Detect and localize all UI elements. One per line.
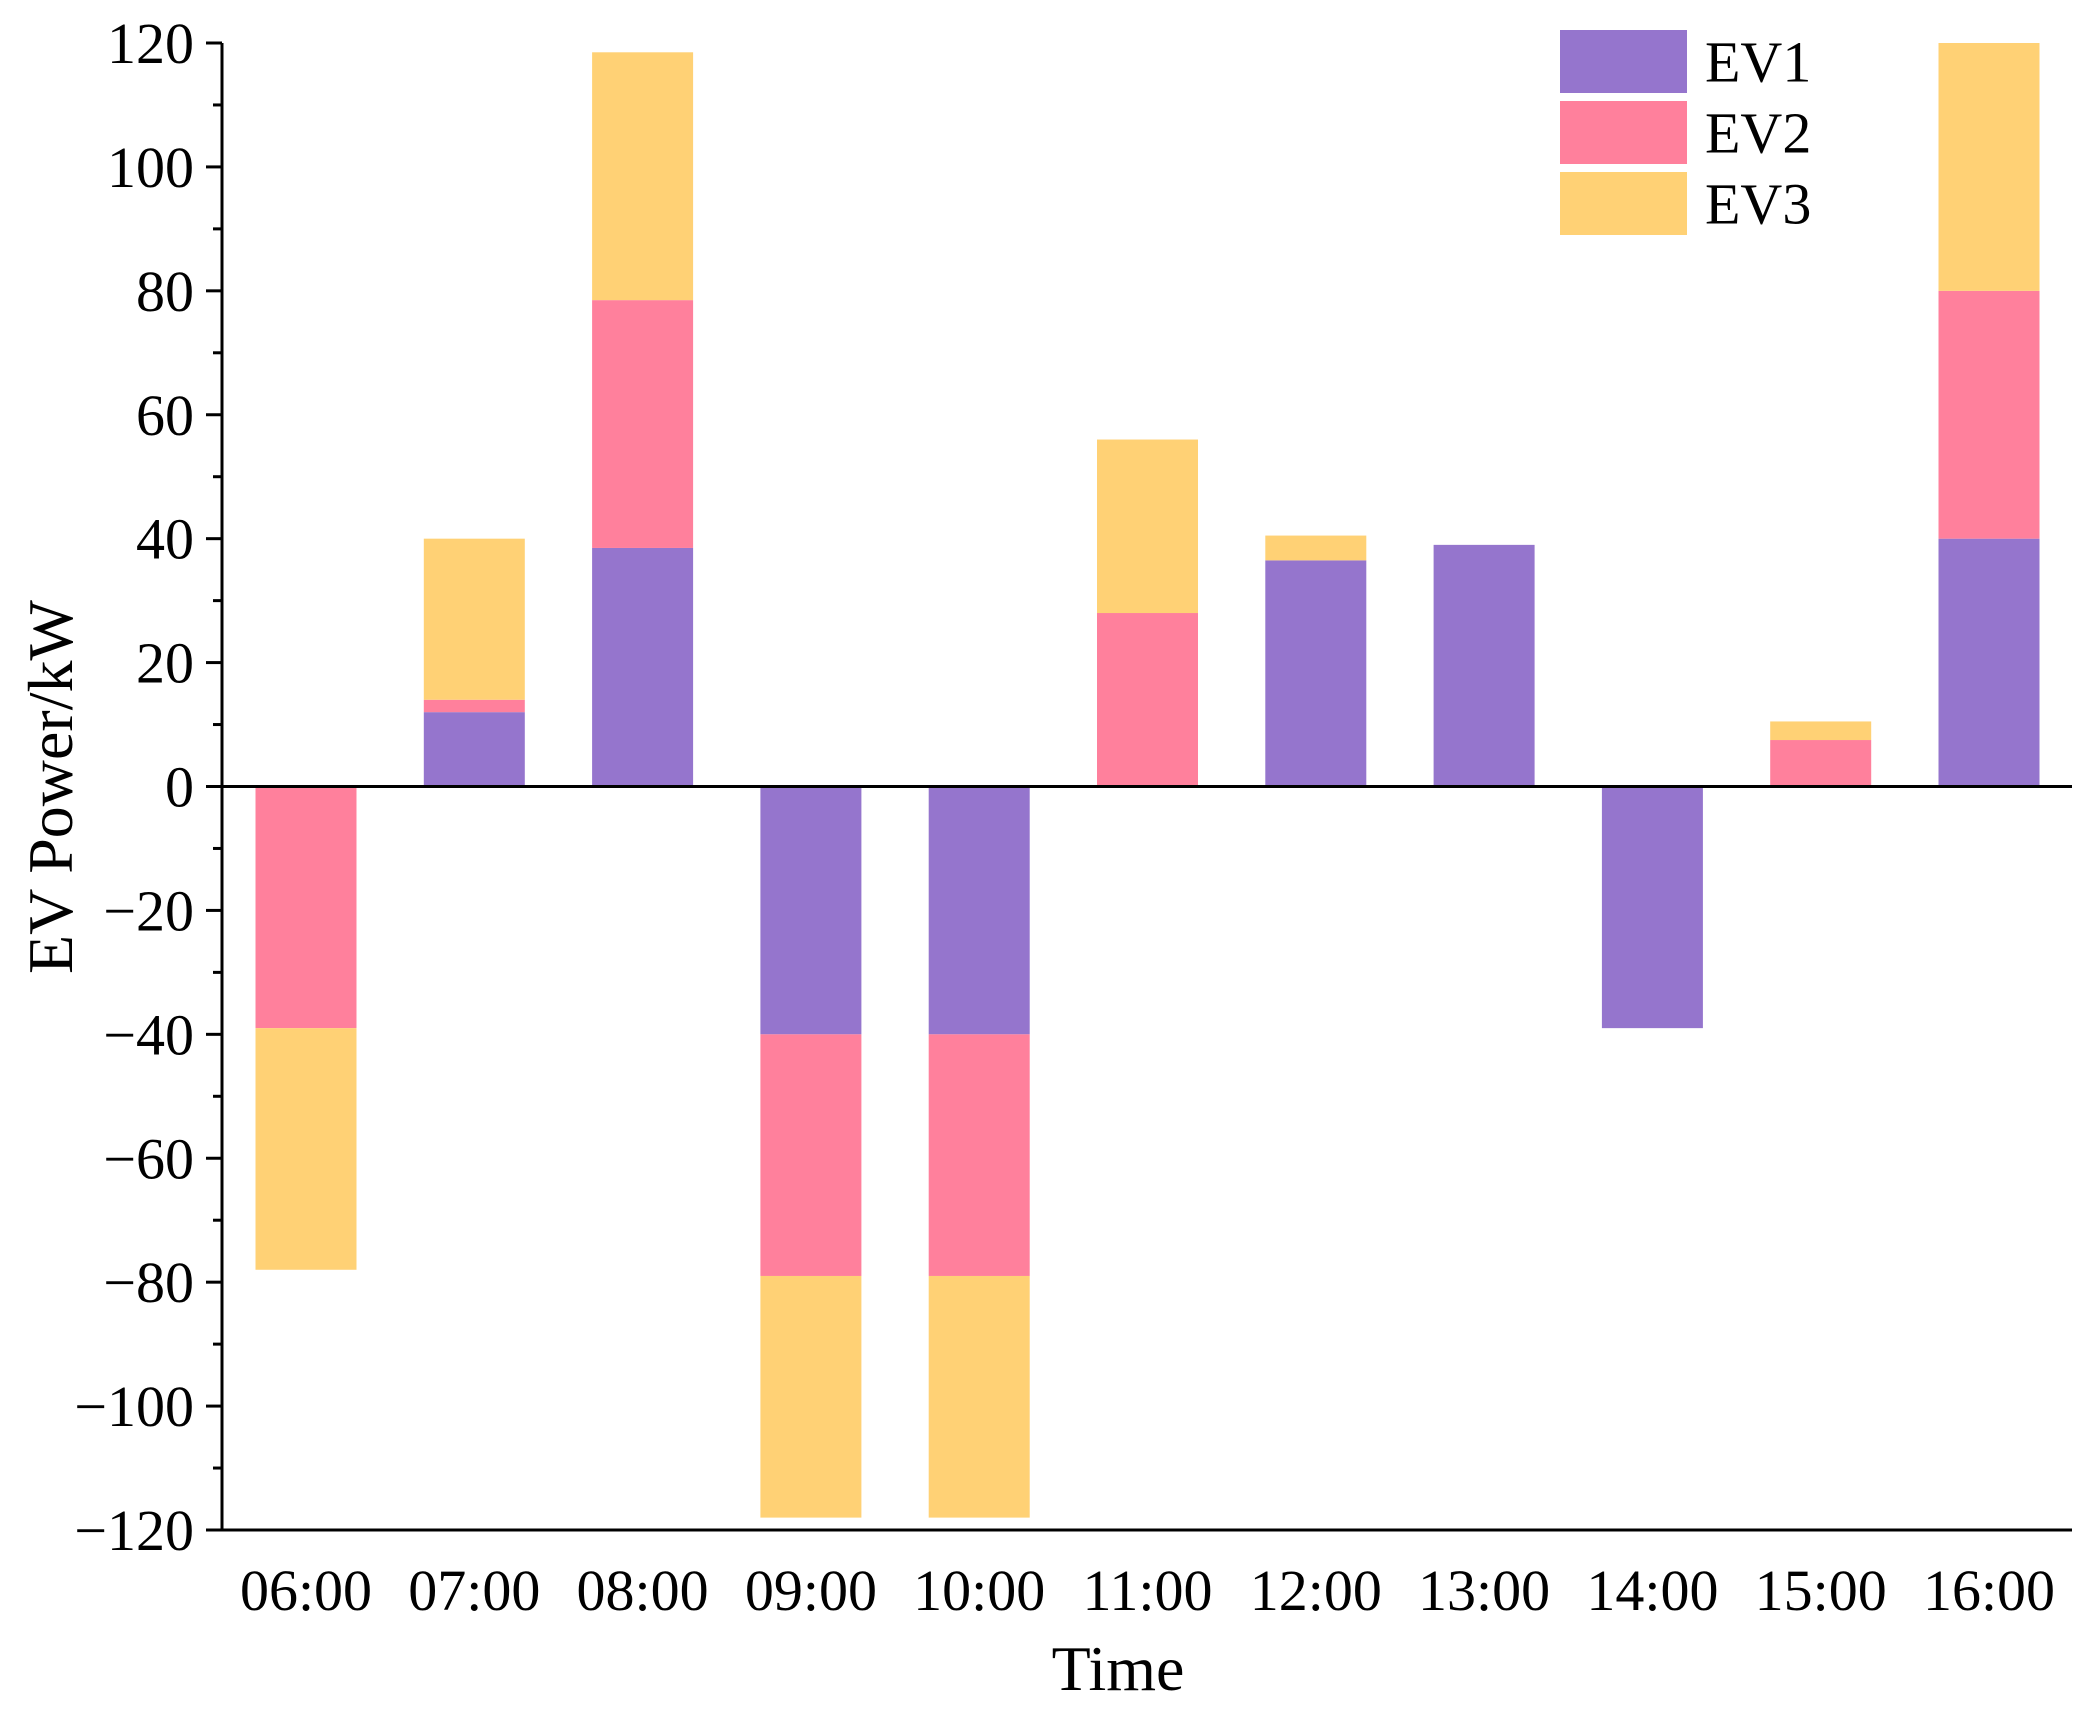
y-tick-label: 40 xyxy=(136,507,194,572)
legend-swatch-ev1 xyxy=(1560,30,1687,93)
y-tick-label: −20 xyxy=(103,878,194,943)
axes-layer: 120 100 80 60 40 20 0 −20 −40 −60 −80 −100 −120 06:00… xyxy=(74,11,2072,1623)
y-tick-label: −120 xyxy=(74,1498,194,1563)
x-tick-label: 15:00 xyxy=(1755,1558,1887,1623)
legend-label-ev2: EV2 xyxy=(1705,101,1811,166)
bar-ev1-0800 xyxy=(592,547,694,787)
bar-ev2-1600 xyxy=(1938,290,2040,539)
x-tick-label: 12:00 xyxy=(1250,1558,1382,1623)
x-tick-label: 11:00 xyxy=(1083,1558,1213,1623)
bar-ev3-1200 xyxy=(1265,535,1367,561)
x-tick-label: 10:00 xyxy=(913,1558,1045,1623)
bar-ev3-1500 xyxy=(1770,721,1872,741)
bar-ev3-0700 xyxy=(423,538,525,700)
legend-swatch-ev2 xyxy=(1560,101,1687,164)
bars-layer xyxy=(255,43,2040,1518)
x-axis-title: Time xyxy=(1052,1633,1185,1704)
bar-ev2-0800 xyxy=(592,300,694,548)
y-tick-label: 0 xyxy=(165,755,194,820)
y-tick-label: 20 xyxy=(136,631,194,696)
y-tick-label: −80 xyxy=(103,1250,194,1315)
bar-ev3-1100 xyxy=(1097,439,1198,614)
y-axis-title: EV Power/kW xyxy=(15,599,86,973)
bar-ev3-1600 xyxy=(1938,43,2040,291)
y-tick-label: 60 xyxy=(136,383,194,448)
y-tick-label: 100 xyxy=(107,135,194,200)
bar-ev3-0800 xyxy=(592,52,694,301)
y-tick-label: −40 xyxy=(103,1002,194,1067)
x-tick-label: 06:00 xyxy=(240,1558,372,1623)
bar-ev2-0900 xyxy=(760,1034,862,1276)
bar-ev1-0900 xyxy=(760,786,862,1035)
bar-ev3-1000 xyxy=(928,1275,1030,1518)
bar-ev3-0600 xyxy=(255,1028,357,1270)
x-tick-label: 09:00 xyxy=(745,1558,877,1623)
x-tick-label: 07:00 xyxy=(408,1558,540,1623)
bar-ev1-1300 xyxy=(1433,544,1535,787)
y-tick-label: 120 xyxy=(107,11,194,76)
legend-swatch-ev3 xyxy=(1560,172,1687,235)
x-tick-label: 16:00 xyxy=(1923,1558,2055,1623)
bar-ev2-1100 xyxy=(1097,613,1198,787)
bar-ev2-0700 xyxy=(423,699,525,713)
y-tick-label: −60 xyxy=(103,1126,194,1191)
legend-label-ev3: EV3 xyxy=(1705,172,1811,237)
bar-ev1-0700 xyxy=(423,712,525,787)
bar-ev1-1400 xyxy=(1601,786,1703,1029)
bar-ev3-0900 xyxy=(760,1275,862,1518)
bar-ev2-1500 xyxy=(1770,740,1872,787)
bar-ev2-0600 xyxy=(255,786,357,1029)
y-tick-label: 80 xyxy=(136,259,194,324)
bar-ev1-1000 xyxy=(928,786,1030,1035)
legend-label-ev1: EV1 xyxy=(1705,30,1811,95)
bar-ev2-1000 xyxy=(928,1034,1030,1276)
x-tick-label: 13:00 xyxy=(1418,1558,1550,1623)
x-tick-label: 08:00 xyxy=(577,1558,709,1623)
bar-ev1-1600 xyxy=(1938,538,2040,787)
bar-ev1-1200 xyxy=(1265,560,1367,787)
y-tick-label: −100 xyxy=(74,1374,194,1439)
x-tick-label: 14:00 xyxy=(1586,1558,1718,1623)
